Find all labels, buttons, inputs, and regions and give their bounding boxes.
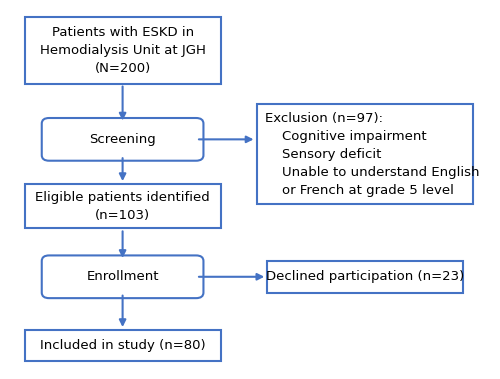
FancyBboxPatch shape xyxy=(42,118,203,161)
FancyBboxPatch shape xyxy=(42,255,203,298)
Text: Screening: Screening xyxy=(89,133,156,146)
Text: Exclusion (n=97):
    Cognitive impairment
    Sensory deficit
    Unable to und: Exclusion (n=97): Cognitive impairment S… xyxy=(264,112,479,197)
FancyBboxPatch shape xyxy=(258,104,473,204)
Text: Included in study (n=80): Included in study (n=80) xyxy=(40,339,205,352)
Text: Patients with ESKD in
Hemodialysis Unit at JGH
(N=200): Patients with ESKD in Hemodialysis Unit … xyxy=(40,26,205,75)
Text: Declined participation (n=23): Declined participation (n=23) xyxy=(266,270,464,283)
Text: Enrollment: Enrollment xyxy=(86,270,159,283)
FancyBboxPatch shape xyxy=(24,184,220,229)
FancyBboxPatch shape xyxy=(24,330,220,361)
FancyBboxPatch shape xyxy=(24,17,220,84)
FancyBboxPatch shape xyxy=(267,261,463,293)
Text: Eligible patients identified
(n=103): Eligible patients identified (n=103) xyxy=(35,191,210,222)
